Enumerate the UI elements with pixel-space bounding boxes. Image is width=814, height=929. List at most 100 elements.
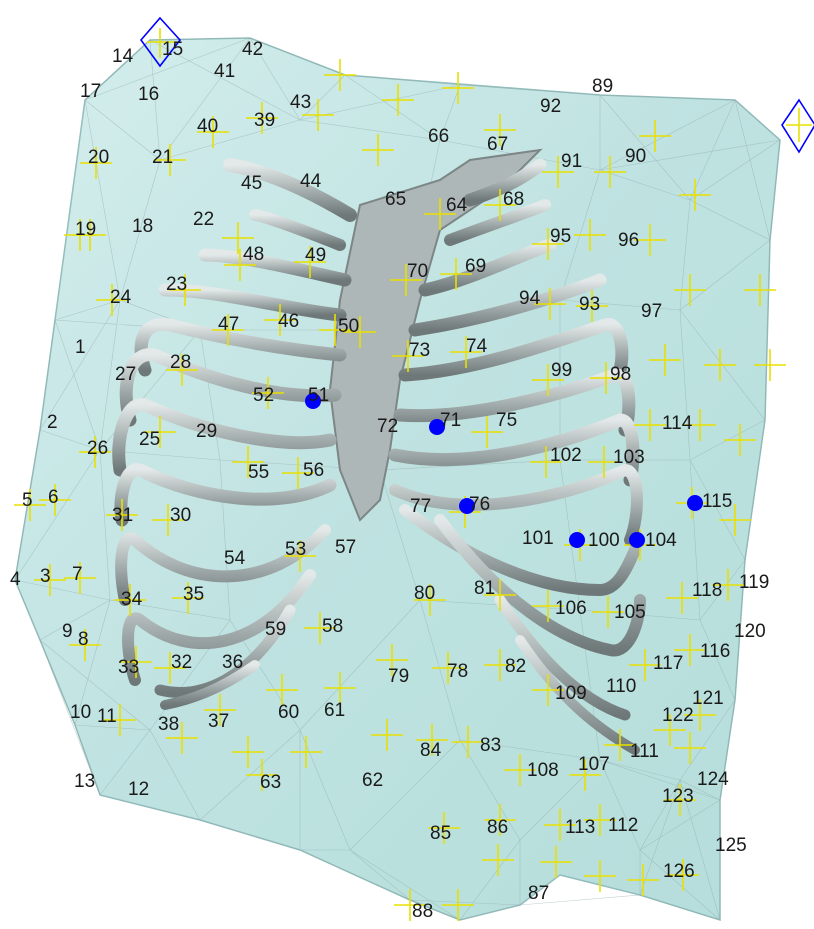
landmark-label-59: 59	[265, 619, 286, 640]
landmark-label-96: 96	[618, 230, 639, 251]
landmark-label-68: 68	[503, 189, 524, 210]
landmark-label-34: 34	[121, 589, 143, 610]
marker-cross	[639, 120, 671, 152]
landmark-label-108: 108	[527, 760, 559, 781]
marker-cross	[172, 582, 204, 614]
marker-cross	[588, 446, 620, 478]
marker-cross	[424, 198, 456, 230]
landmark-label-57: 57	[335, 537, 356, 558]
marker-cross	[666, 582, 698, 614]
landmark-label-72: 72	[377, 416, 398, 437]
selected-points	[305, 393, 703, 548]
sternum	[328, 148, 543, 522]
marker-cross	[574, 219, 606, 251]
landmark-label-19: 19	[75, 219, 96, 240]
landmark-label-44: 44	[300, 171, 322, 192]
marker-cross	[64, 219, 96, 251]
marker-cross	[371, 719, 403, 751]
fiducial-diamond-top-right[interactable]	[781, 98, 814, 154]
landmark-label-54: 54	[224, 548, 246, 569]
landmark-label-83: 83	[480, 735, 501, 756]
marker-cross	[106, 499, 138, 531]
selected-point-104[interactable]	[629, 532, 645, 548]
rib-left-7	[112, 398, 337, 477]
landmark-label-35: 35	[183, 584, 204, 605]
landmark-label-33: 33	[118, 657, 139, 678]
landmark-label-69: 69	[465, 256, 486, 277]
landmark-label-74: 74	[466, 336, 488, 357]
landmark-label-114: 114	[662, 413, 693, 434]
landmark-label-73: 73	[409, 340, 430, 361]
landmark-label-121: 121	[692, 688, 724, 709]
marker-cross	[604, 729, 636, 761]
landmark-label-63: 63	[260, 772, 281, 793]
landmark-label-107: 107	[578, 754, 610, 775]
landmark-label-27: 27	[115, 364, 136, 385]
marker-cross	[674, 634, 706, 666]
landmark-label-8: 8	[78, 629, 89, 650]
landmark-label-82: 82	[505, 656, 526, 677]
landmark-label-23: 23	[166, 274, 187, 295]
rib-right-3	[418, 238, 557, 297]
landmark-label-20: 20	[88, 147, 109, 168]
landmark-label-11: 11	[97, 706, 117, 727]
landmark-label-104: 104	[645, 530, 677, 551]
marker-cross	[232, 446, 264, 478]
landmark-label-78: 78	[447, 661, 468, 682]
selected-point-100[interactable]	[569, 532, 585, 548]
landmark-label-53: 53	[285, 539, 306, 560]
marker-cross	[154, 144, 186, 176]
selected-point-115[interactable]	[687, 495, 703, 511]
landmark-label-7: 7	[72, 564, 83, 585]
landmark-label-16: 16	[138, 84, 159, 105]
selected-point-51[interactable]	[305, 393, 321, 409]
marker-cross	[684, 409, 716, 441]
landmark-label-122: 122	[662, 705, 694, 726]
landmark-label-89: 89	[592, 76, 613, 97]
rib-left-9	[115, 524, 331, 606]
selected-point-71[interactable]	[429, 419, 445, 435]
landmark-label-91: 91	[561, 151, 582, 172]
marker-cross	[34, 564, 66, 596]
marker-cross	[674, 732, 706, 764]
marker-cross	[80, 147, 112, 179]
marker-cross	[284, 540, 316, 572]
fiducial-diamond-top-left[interactable]	[139, 16, 182, 68]
marker-cross	[719, 504, 751, 536]
rib-right-4	[408, 273, 607, 337]
selected-point-76[interactable]	[459, 498, 475, 514]
landmark-label-2: 2	[47, 412, 58, 433]
marker-cross	[754, 349, 786, 381]
marker-cross	[222, 222, 254, 254]
marker-cross	[392, 340, 424, 372]
landmark-label-52: 52	[253, 385, 274, 406]
marker-cross	[484, 649, 516, 681]
landmark-label-101: 101	[522, 528, 554, 549]
landmark-label-88: 88	[412, 901, 433, 922]
rib-left-12	[160, 660, 260, 710]
landmark-label-43: 43	[290, 92, 311, 113]
marker-cross	[390, 264, 422, 296]
landmark-label-75: 75	[496, 410, 517, 431]
landmark-label-9: 9	[62, 621, 73, 642]
marker-cross	[442, 889, 474, 921]
marker-cross	[246, 102, 278, 134]
landmark-label-77: 77	[410, 496, 431, 517]
marker-cross	[679, 179, 711, 211]
rib-right-5	[398, 318, 629, 382]
landmark-label-1: 1	[75, 337, 86, 358]
marker-cross	[712, 569, 744, 601]
landmark-label-13: 13	[74, 771, 95, 792]
landmark-label-106: 106	[555, 598, 587, 619]
landmark-label-47: 47	[218, 314, 239, 335]
landmark-label-98: 98	[610, 364, 631, 385]
marker-cross	[532, 590, 564, 622]
marker-cross	[64, 562, 96, 594]
landmark-label-46: 46	[278, 311, 299, 332]
marker-cross	[428, 812, 460, 844]
landmark-label-18: 18	[132, 216, 153, 237]
landmark-label-48: 48	[243, 244, 264, 265]
